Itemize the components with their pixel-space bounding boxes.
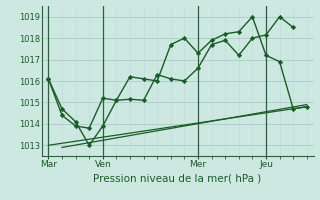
X-axis label: Pression niveau de la mer( hPa ): Pression niveau de la mer( hPa ) [93,173,262,183]
